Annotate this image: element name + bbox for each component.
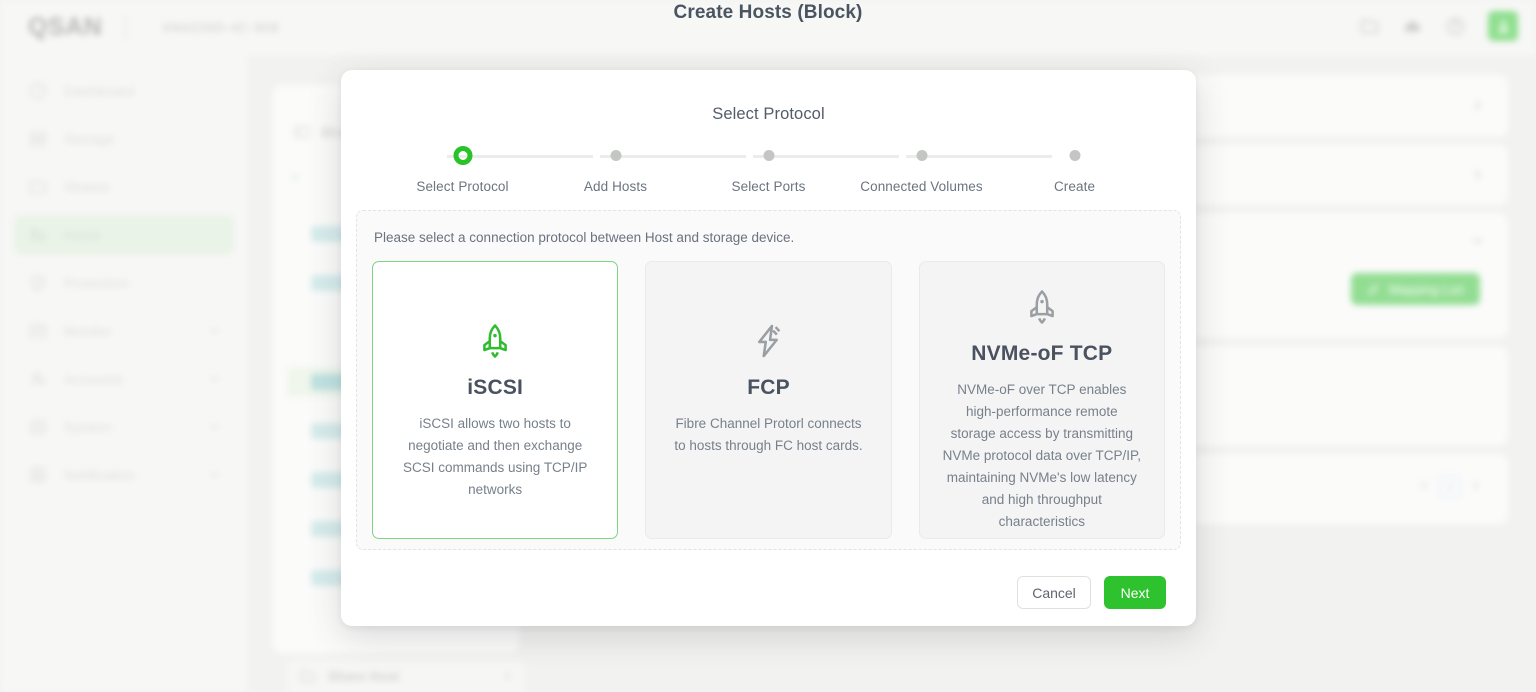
dashboard-icon — [28, 81, 48, 101]
sidebar-item-shares[interactable]: Shares — [14, 167, 234, 207]
protocol-card-iscsi[interactable]: iSCSI iSCSI allows two hosts to negotiat… — [372, 261, 619, 539]
rocket-icon — [476, 322, 514, 362]
sidebar-item-dashboard[interactable]: Dashboard — [14, 71, 234, 111]
header-divider — [125, 14, 126, 40]
chevron-down-icon[interactable] — [1471, 234, 1484, 247]
protocol-name: NVMe-oF TCP — [971, 342, 1113, 365]
folder-icon[interactable] — [1359, 16, 1380, 37]
sidebar: Dashboard Storage Shares Hosts — [0, 55, 249, 692]
step-label: Select Protocol — [416, 179, 509, 194]
stepper-connector — [447, 155, 593, 158]
rocket-icon — [1023, 288, 1061, 328]
cloud-icon[interactable] — [1402, 16, 1423, 37]
protocol-description: iSCSI allows two hosts to negotiate and … — [403, 416, 588, 497]
sidebar-item-hosts[interactable]: Hosts — [14, 215, 234, 255]
avatar[interactable] — [1488, 11, 1518, 41]
protocol-card-nvme-of-tcp[interactable]: NVMe-oF TCP NVMe-oF over TCP enables hig… — [918, 261, 1165, 539]
block-host-icon — [293, 123, 311, 141]
chevron-down-icon[interactable] — [209, 374, 220, 385]
chevron-right-icon[interactable] — [1471, 99, 1484, 112]
step-select-protocol[interactable]: Select Protocol — [386, 146, 539, 194]
sidebar-item-label: Notification — [64, 467, 136, 483]
accounts-icon — [28, 369, 48, 389]
help-icon[interactable] — [1445, 16, 1466, 37]
step-indicator — [916, 150, 927, 161]
sidebar-item-accounts[interactable]: Accounts — [14, 359, 234, 399]
bolt-icon — [749, 322, 787, 362]
step-label: Select Ports — [731, 179, 806, 194]
step-label: Connected Volumes — [860, 179, 983, 194]
pagination: 1 — [1418, 476, 1482, 498]
sidebar-item-label: Shares — [64, 179, 110, 195]
page-title: Create Hosts (Block) — [673, 2, 863, 23]
protocol-description: Fibre Channel Protorl connects to hosts … — [674, 416, 863, 453]
protocol-card-fcp[interactable]: FCP Fibre Channel Protorl connects to ho… — [645, 261, 892, 539]
sidebar-item-storage[interactable]: Storage — [14, 119, 234, 159]
protocol-selection-panel: Please select a connection protocol betw… — [356, 210, 1181, 550]
step-indicator — [1069, 150, 1080, 161]
stepper-connector — [753, 155, 899, 158]
step-indicator — [453, 146, 472, 165]
create-hosts-dialog: Select Protocol Select Protocol Add Host… — [341, 70, 1196, 626]
protocol-name: iSCSI — [467, 376, 524, 399]
mapping-lun-label: Mapping Lun — [1388, 281, 1464, 297]
sidebar-item-label: Monitor — [64, 323, 113, 339]
protocol-description: NVMe-oF over TCP enables high-performanc… — [942, 382, 1141, 529]
chevron-down-icon[interactable] — [209, 470, 220, 481]
header-actions — [1359, 11, 1518, 41]
sidebar-item-monitor[interactable]: Monitor — [14, 311, 234, 351]
mapping-lun-button[interactable]: Mapping Lun — [1350, 273, 1480, 305]
step-add-hosts[interactable]: Add Hosts — [539, 146, 692, 194]
sidebar-item-notification[interactable]: Notification — [14, 455, 234, 495]
next-button[interactable]: Next — [1104, 576, 1166, 609]
storage-icon — [28, 129, 48, 149]
chevron-right-icon — [501, 670, 513, 682]
add-host-icon[interactable]: + — [291, 169, 300, 185]
protocol-card-list: iSCSI iSCSI allows two hosts to negotiat… — [372, 261, 1165, 539]
chevron-down-icon[interactable] — [209, 422, 220, 433]
chevron-down-icon[interactable] — [209, 326, 220, 337]
step-connected-volumes[interactable]: Connected Volumes — [845, 146, 998, 194]
step-indicator — [763, 150, 774, 161]
monitor-icon — [28, 321, 48, 341]
sidebar-item-label: Accounts — [64, 371, 124, 387]
device-model-label: XN4226D-4C-908 — [162, 20, 280, 35]
dialog-title: Select Protocol — [712, 105, 825, 123]
instruction-text: Please select a connection protocol betw… — [374, 230, 795, 245]
cancel-button[interactable]: Cancel — [1017, 576, 1091, 609]
step-select-ports[interactable]: Select Ports — [692, 146, 845, 194]
prev-page-icon[interactable] — [1418, 479, 1431, 495]
protocol-name: FCP — [747, 376, 790, 399]
protection-icon — [28, 273, 48, 293]
sidebar-item-label: Hosts — [64, 227, 101, 243]
shares-icon — [28, 177, 48, 197]
app-header: QSAN XN4226D-4C-908 — [0, 0, 1536, 55]
share-host-row[interactable]: Share Host — [287, 660, 525, 692]
sidebar-item-protection[interactable]: Protection — [14, 263, 234, 303]
sidebar-item-label: Protection — [64, 275, 130, 291]
page-number[interactable]: 1 — [1439, 476, 1461, 498]
share-host-label: Share Host — [328, 668, 400, 684]
share-host-icon — [299, 668, 316, 685]
step-label: Add Hosts — [583, 179, 648, 194]
wizard-stepper: Select Protocol Add Hosts Select Ports C… — [386, 146, 1151, 204]
qsan-logo: QSAN — [28, 13, 103, 41]
next-page-icon[interactable] — [1469, 479, 1482, 495]
step-indicator — [610, 150, 621, 161]
system-icon — [28, 417, 48, 437]
step-label: Create — [1053, 179, 1096, 194]
hosts-icon — [28, 225, 48, 245]
sidebar-item-label: System — [64, 419, 112, 435]
stepper-connector — [600, 155, 746, 158]
notification-icon — [28, 465, 48, 485]
sidebar-item-label: Dashboard — [64, 83, 135, 99]
sidebar-item-label: Storage — [64, 131, 115, 147]
sidebar-item-system[interactable]: System — [14, 407, 234, 447]
stepper-connector — [906, 155, 1052, 158]
dialog-footer: Cancel Next — [1017, 576, 1166, 609]
chevron-right-icon[interactable] — [1471, 168, 1484, 181]
step-create[interactable]: Create — [998, 146, 1151, 194]
